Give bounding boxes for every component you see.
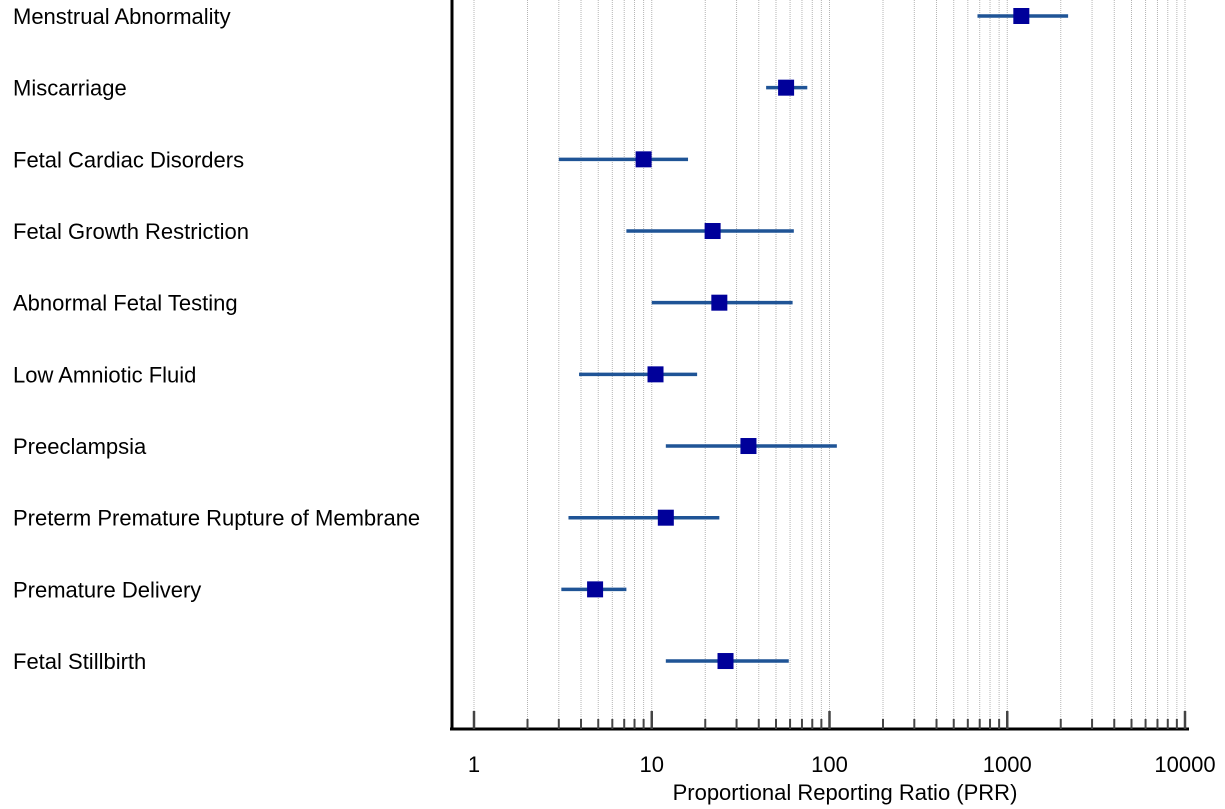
point-estimate-marker [778,79,795,96]
x-tick-label: 10000 [1154,752,1215,777]
point-estimates [587,8,1030,670]
x-tick-label: 100 [811,752,848,777]
category-label: Menstrual Abnormality [13,4,231,29]
category-labels: Menstrual Abnormality Miscarriage Fetal Ca… [13,4,420,674]
x-tick-label: 10 [640,752,664,777]
point-estimate-marker [740,438,757,455]
x-tick-label: 1000 [983,752,1032,777]
category-label: Abnormal Fetal Testing [13,291,238,316]
category-label: Fetal Cardiac Disorders [13,147,244,172]
grid-lines [473,0,1186,729]
point-estimate-marker [647,366,664,383]
x-tick-label: 1 [468,752,480,777]
category-label: Low Amniotic Fluid [13,362,196,387]
point-estimate-marker [587,581,604,598]
category-label: Preeclampsia [13,434,147,459]
axes [450,0,1189,731]
category-label: Miscarriage [13,76,127,101]
x-axis-title: Proportional Reporting Ratio (PRR) [673,780,1018,805]
category-label: Preterm Premature Rupture of Membrane [13,506,420,531]
category-label: Premature Delivery [13,577,201,602]
point-estimate-marker [1013,8,1030,24]
point-estimate-marker [635,151,652,168]
category-label: Fetal Growth Restriction [13,219,249,244]
x-axis-ticks: 1 10 100 1000 10000 [468,711,1216,777]
point-estimate-marker [711,294,728,311]
category-label: Fetal Stillbirth [13,649,146,674]
point-estimate-marker [704,223,721,240]
point-estimate-marker [717,653,734,670]
point-estimate-marker [657,509,674,526]
confidence-intervals [558,14,1069,663]
